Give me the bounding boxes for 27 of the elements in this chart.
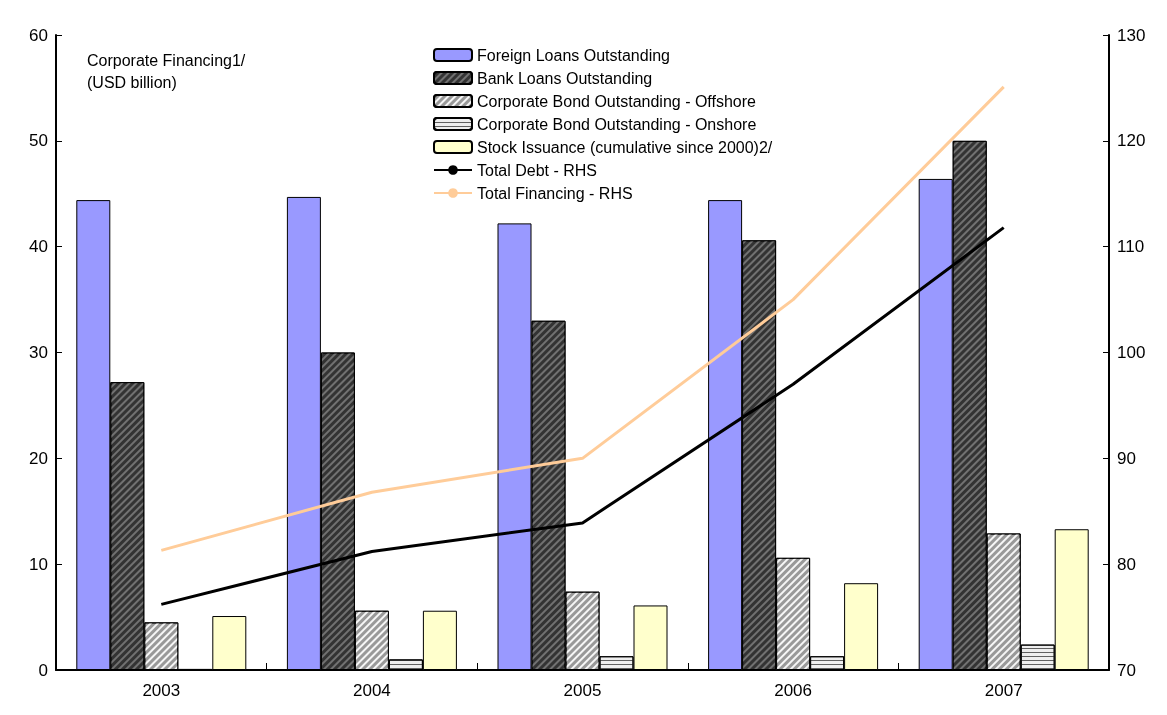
- y-tick-label: 60: [29, 25, 48, 45]
- legend-label: Corporate Bond Outstanding - Onshore: [477, 115, 757, 133]
- legend-label: Foreign Loans Outstanding: [477, 46, 671, 64]
- x-tick-label: 2004: [352, 681, 391, 700]
- x-tick-label: 2006: [774, 681, 813, 700]
- y2-tick-label: 90: [1117, 448, 1136, 468]
- legend-label: Total Debt - RHS: [477, 161, 598, 179]
- y2-tick-label: 70: [1117, 660, 1136, 680]
- y2-tick-label: 100: [1117, 343, 1146, 362]
- y2-tick-label: 110: [1117, 237, 1145, 257]
- legend-label: Total Financing - RHS: [477, 184, 633, 202]
- legend-label: Bank Loans Outstanding: [477, 69, 653, 87]
- y-tick-label: 0: [38, 660, 48, 680]
- x-tick-label: 2003: [142, 681, 181, 700]
- y-tick-label: 10: [29, 554, 48, 574]
- y2-tick-label: 80: [1117, 554, 1136, 574]
- y-tick-label: 30: [29, 343, 48, 362]
- legend-label: Corporate Bond Outstanding - Offshore: [477, 92, 757, 110]
- legend-label: Stock Issuance (cumulative since 2000)2/: [477, 138, 773, 156]
- y-tick-label: 50: [29, 131, 48, 151]
- x-tick-label: 2007: [984, 681, 1023, 700]
- y-tick-label: 20: [29, 448, 48, 468]
- x-tick-label: 2005: [563, 681, 602, 700]
- y2-tick-label: 120: [1117, 131, 1146, 151]
- text: Corporate Financing1/ (USD billion): [87, 51, 246, 91]
- y-tick-label: 40: [29, 237, 48, 257]
- y2-tick-label: 130: [1117, 25, 1146, 45]
